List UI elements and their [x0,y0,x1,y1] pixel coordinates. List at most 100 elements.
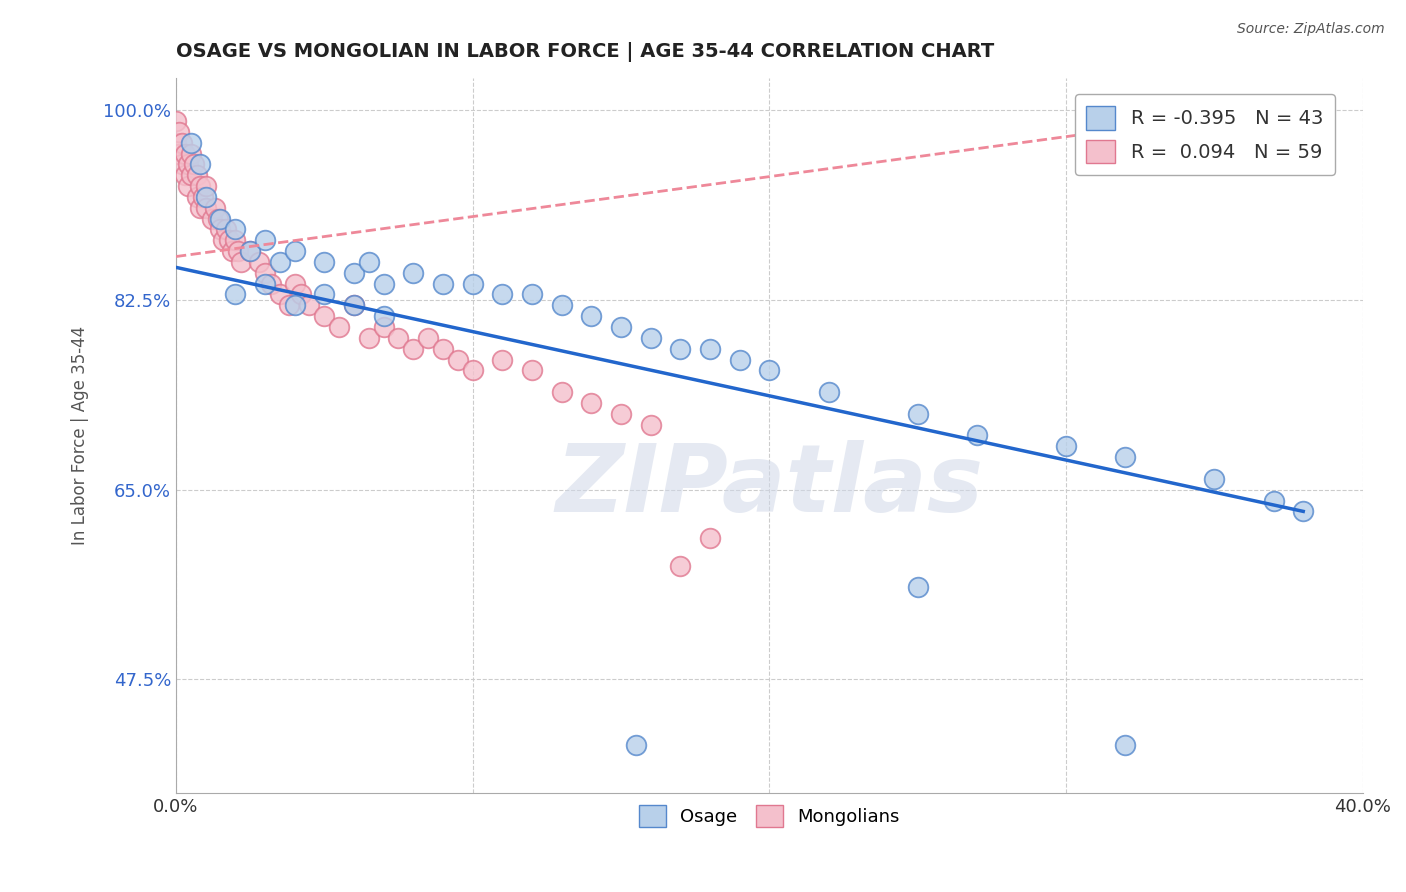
Point [290,287,312,301]
Point [610,407,633,421]
Point [343,298,366,312]
Point [373,320,395,334]
Point [907,580,929,594]
Point [167,125,190,139]
Point [165,114,187,128]
Y-axis label: In Labor Force | Age 35-44: In Labor Force | Age 35-44 [72,326,89,545]
Point [224,222,246,236]
Point [461,277,484,291]
Point [343,266,366,280]
Point [231,255,253,269]
Point [239,244,262,259]
Point [581,309,603,323]
Point [209,211,232,226]
Point [209,222,232,236]
Point [183,157,205,171]
Point [170,136,193,150]
Point [180,146,202,161]
Point [491,287,513,301]
Point [194,190,217,204]
Point [253,233,276,247]
Point [520,287,543,301]
Point [1114,738,1136,752]
Point [188,157,211,171]
Point [177,157,200,171]
Point [224,287,246,301]
Point [253,277,276,291]
Point [260,277,283,291]
Point [253,266,276,280]
Point [239,244,262,259]
Point [314,287,336,301]
Point [191,190,214,204]
Point [218,233,240,247]
Point [966,428,988,442]
Point [373,277,395,291]
Point [277,298,299,312]
Legend: Osage, Mongolians: Osage, Mongolians [631,798,907,834]
Point [461,363,484,377]
Point [186,168,208,182]
Point [269,255,291,269]
Point [447,352,470,367]
Point [758,363,780,377]
Point [247,255,270,269]
Point [212,233,235,247]
Point [174,146,197,161]
Point [432,277,454,291]
Point [204,201,226,215]
Point [387,331,409,345]
Point [221,244,243,259]
Point [907,407,929,421]
Point [699,342,721,356]
Point [624,738,647,752]
Point [699,532,721,546]
Point [186,190,208,204]
Point [402,342,425,356]
Point [550,298,572,312]
Point [1114,450,1136,465]
Point [520,363,543,377]
Point [269,287,291,301]
Point [669,558,692,573]
Point [174,168,197,182]
Point [418,331,440,345]
Point [817,385,839,400]
Point [194,179,217,194]
Point [669,342,692,356]
Point [373,309,395,323]
Point [1263,493,1285,508]
Point [226,244,249,259]
Point [180,168,202,182]
Text: Source: ZipAtlas.com: Source: ZipAtlas.com [1237,22,1385,37]
Point [188,179,211,194]
Point [165,136,187,150]
Point [1054,439,1077,453]
Point [550,385,572,400]
Point [284,244,307,259]
Point [728,352,751,367]
Point [170,157,193,171]
Text: ZIPatlas: ZIPatlas [555,440,983,532]
Point [640,331,662,345]
Point [188,201,211,215]
Point [177,179,200,194]
Point [328,320,350,334]
Point [207,211,229,226]
Point [581,396,603,410]
Point [343,298,366,312]
Point [314,309,336,323]
Point [357,331,380,345]
Point [215,222,238,236]
Point [640,417,662,432]
Point [402,266,425,280]
Point [224,233,246,247]
Point [298,298,321,312]
Point [167,146,190,161]
Point [491,352,513,367]
Point [1204,472,1226,486]
Point [610,320,633,334]
Point [284,298,307,312]
Point [314,255,336,269]
Point [200,211,222,226]
